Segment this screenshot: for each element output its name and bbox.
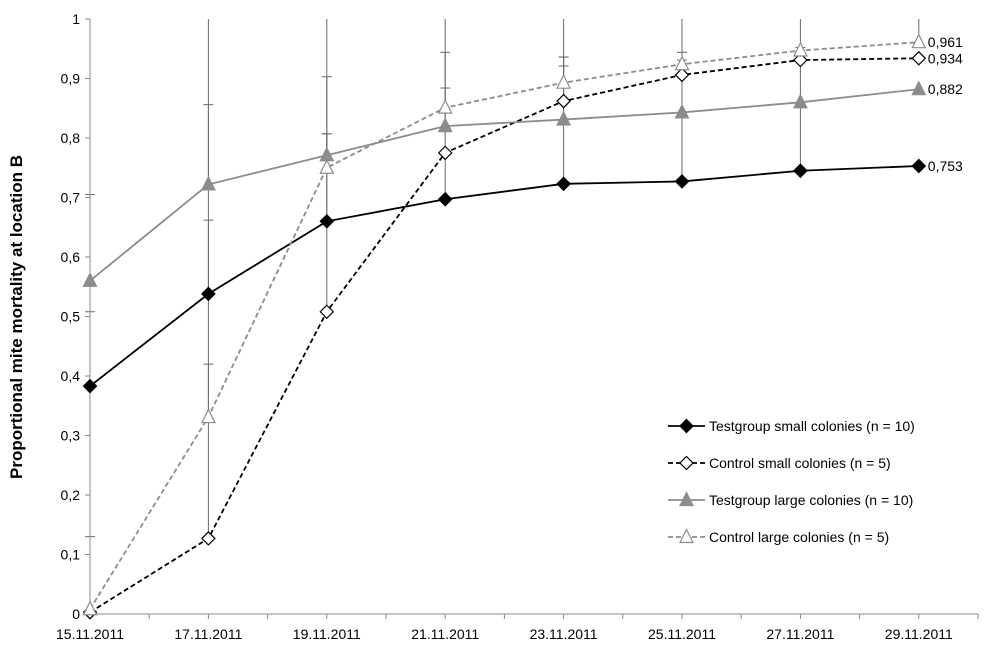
data-point xyxy=(437,117,453,133)
series-line xyxy=(89,57,919,613)
y-tick-label: 0 xyxy=(72,606,80,622)
x-tick-label: 19.11.2011 xyxy=(293,626,361,642)
data-point xyxy=(556,73,572,89)
data-point xyxy=(679,528,694,544)
y-tick-label: 0,7 xyxy=(61,190,81,206)
data-point xyxy=(82,378,98,394)
data-point xyxy=(437,145,453,161)
end-value-label: 0,934 xyxy=(928,50,963,66)
y-tick-label: 0,4 xyxy=(61,368,81,384)
x-tick-label: 29.11.2011 xyxy=(885,626,953,642)
data-point xyxy=(679,455,694,471)
legend-label: Testgroup small colonies (n = 10) xyxy=(709,418,915,434)
data-point xyxy=(793,52,808,68)
series-line xyxy=(89,165,919,387)
data-point xyxy=(911,50,927,66)
data-point xyxy=(679,418,694,434)
x-tick-label: 17.11.2011 xyxy=(174,626,242,642)
data-point xyxy=(674,103,690,119)
data-point xyxy=(319,158,335,174)
data-point xyxy=(679,491,694,507)
data-point xyxy=(200,175,216,191)
legend: Testgroup small colonies (n = 10) Control… xyxy=(668,418,915,545)
data-point xyxy=(201,286,216,302)
legend-label: Control large colonies (n = 5) xyxy=(709,529,889,545)
y-tick-label: 0,2 xyxy=(61,487,81,503)
data-point xyxy=(200,408,216,424)
end-value-label: 0,882 xyxy=(928,81,963,97)
x-tick-label: 25.11.2011 xyxy=(648,626,716,642)
x-tick-label: 23.11.2011 xyxy=(530,626,598,642)
series-line xyxy=(89,88,919,282)
data-point xyxy=(911,158,927,174)
end-labels: 0,753 0,934 0,882 0,961 xyxy=(928,34,963,174)
x-tick-label: 27.11.2011 xyxy=(766,626,834,642)
series-lines xyxy=(82,33,927,620)
data-point xyxy=(319,213,335,229)
data-point xyxy=(911,33,927,49)
y-tick-label: 0,8 xyxy=(61,130,81,146)
y-tick-label: 0,6 xyxy=(61,249,81,265)
y-tick-label: 0,1 xyxy=(61,547,81,563)
y-tick-label: 0,5 xyxy=(61,309,81,325)
data-point xyxy=(674,67,690,83)
data-point xyxy=(556,110,572,126)
data-point xyxy=(792,41,808,57)
data-point xyxy=(674,174,690,189)
data-point xyxy=(556,93,571,109)
data-point xyxy=(911,80,927,96)
data-point xyxy=(793,163,808,179)
data-point xyxy=(319,304,335,320)
legend-label: Testgroup large colonies (n = 10) xyxy=(709,492,913,508)
end-value-label: 0,961 xyxy=(928,34,963,50)
y-axis-title: Proportional mite mortality at location … xyxy=(7,155,26,479)
data-point xyxy=(201,531,216,546)
data-point xyxy=(437,98,453,114)
data-point xyxy=(556,176,571,192)
end-value-label: 0,753 xyxy=(928,158,963,174)
legend-label: Control small colonies (n = 5) xyxy=(709,455,891,471)
x-tick-label: 15.11.2011 xyxy=(56,626,124,642)
x-tick-label: 21.11.2011 xyxy=(411,626,479,642)
data-point xyxy=(82,271,98,287)
axes: 0 0,1 0,2 0,3 0,4 0,5 0,6 0,7 0,8 0,9 1 15.11.2011 1… xyxy=(56,11,979,642)
data-point xyxy=(674,55,690,71)
data-point xyxy=(437,191,453,207)
y-tick-label: 1 xyxy=(72,11,80,27)
y-tick-label: 0,9 xyxy=(61,71,81,87)
y-tick-label: 0,3 xyxy=(61,428,81,444)
data-point xyxy=(82,600,98,616)
data-point xyxy=(792,93,808,109)
